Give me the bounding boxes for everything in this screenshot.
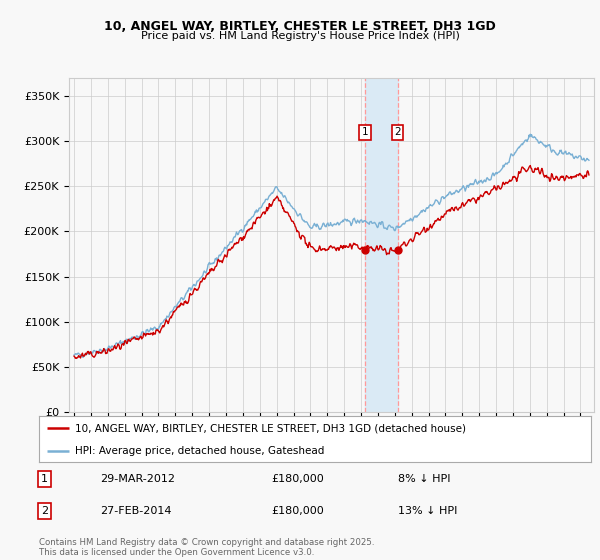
Text: £180,000: £180,000 [271, 474, 323, 484]
Text: 8% ↓ HPI: 8% ↓ HPI [398, 474, 451, 484]
Text: 10, ANGEL WAY, BIRTLEY, CHESTER LE STREET, DH3 1GD (detached house): 10, ANGEL WAY, BIRTLEY, CHESTER LE STREE… [75, 423, 466, 433]
Text: 29-MAR-2012: 29-MAR-2012 [100, 474, 175, 484]
Text: HPI: Average price, detached house, Gateshead: HPI: Average price, detached house, Gate… [75, 446, 324, 455]
Text: Contains HM Land Registry data © Crown copyright and database right 2025.
This d: Contains HM Land Registry data © Crown c… [39, 538, 374, 557]
Text: 2: 2 [394, 128, 401, 137]
Text: 10, ANGEL WAY, BIRTLEY, CHESTER LE STREET, DH3 1GD: 10, ANGEL WAY, BIRTLEY, CHESTER LE STREE… [104, 20, 496, 32]
Bar [365, 78, 398, 412]
Text: Price paid vs. HM Land Registry's House Price Index (HPI): Price paid vs. HM Land Registry's House … [140, 31, 460, 41]
Text: 27-FEB-2014: 27-FEB-2014 [100, 506, 171, 516]
Text: 13% ↓ HPI: 13% ↓ HPI [398, 506, 457, 516]
Text: £180,000: £180,000 [271, 506, 323, 516]
Text: 2: 2 [41, 506, 48, 516]
Text: 1: 1 [41, 474, 48, 484]
Text: 1: 1 [362, 128, 368, 137]
